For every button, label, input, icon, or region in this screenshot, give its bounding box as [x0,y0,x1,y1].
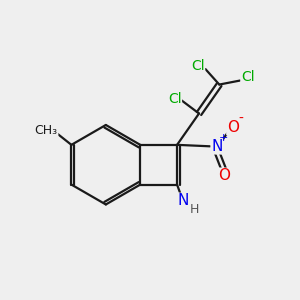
Text: Cl: Cl [191,58,205,73]
Text: Cl: Cl [168,92,182,106]
Text: O: O [227,120,239,135]
Text: H: H [190,202,199,215]
Text: CH₃: CH₃ [34,124,58,137]
Text: +: + [219,133,228,143]
Text: Cl: Cl [241,70,255,84]
Text: -: - [239,112,244,126]
Text: N: N [211,139,223,154]
Text: O: O [218,168,230,183]
Text: N: N [177,193,189,208]
